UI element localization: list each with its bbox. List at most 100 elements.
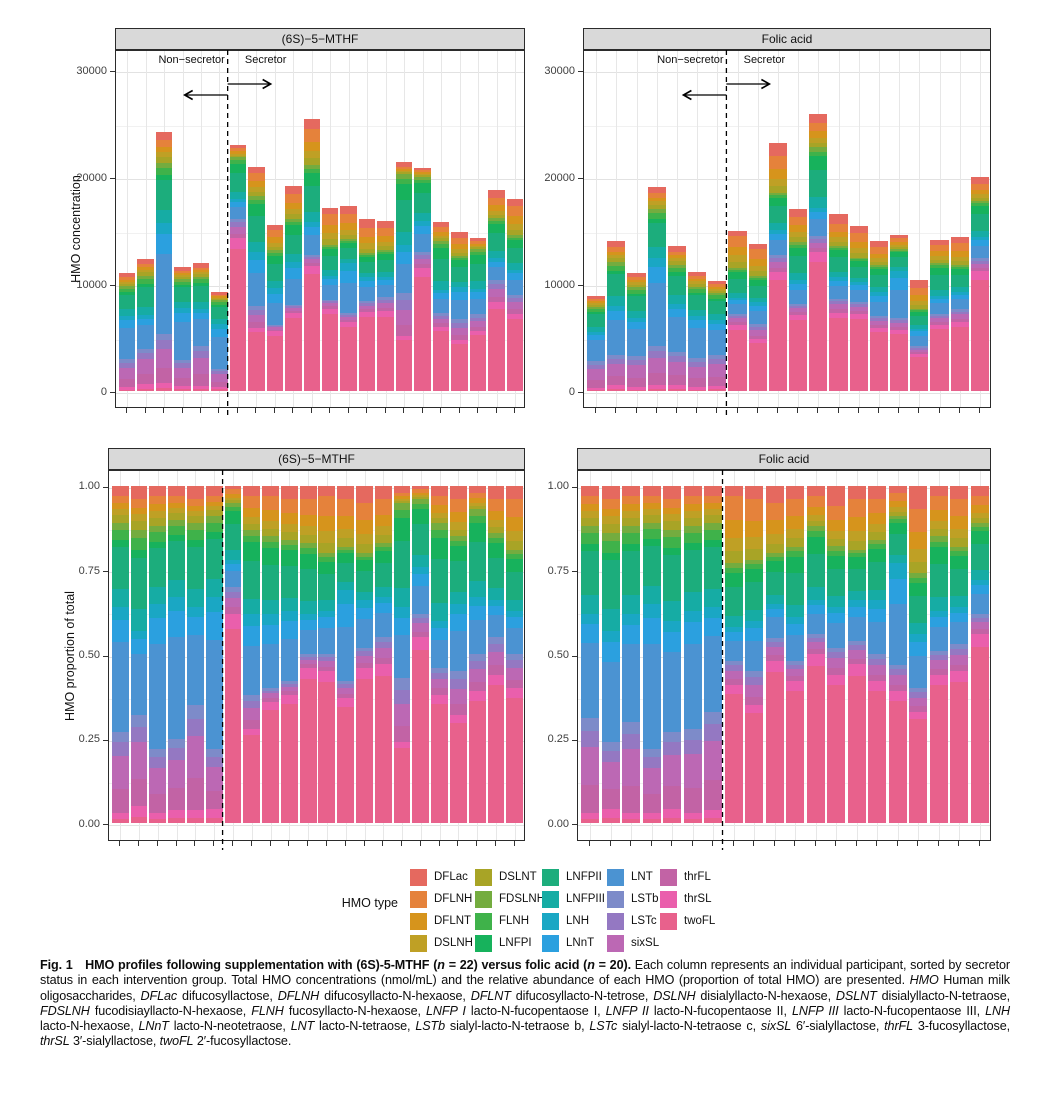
bar-segment-DFLNT: [318, 515, 336, 532]
bar-segment-sixSL: [930, 318, 949, 322]
stacked-bar: [149, 485, 167, 823]
legend-swatch-LNFPI: [475, 935, 492, 952]
bar-segment-DFLac: [468, 485, 486, 493]
bar-segment-LNFPI: [970, 206, 989, 215]
stacked-bar: [950, 485, 969, 823]
bar-segment-DFLac: [909, 485, 928, 510]
bar-segment-sixSL: [663, 755, 682, 787]
minor-gridline: [578, 614, 990, 616]
bar-segment-LNH: [849, 282, 868, 286]
bar-segment-LSTc: [607, 358, 626, 364]
bar-segment-LNFPIII: [581, 594, 600, 614]
bar-segment-LNFPI: [487, 543, 505, 558]
bar-segment-LNH: [888, 563, 907, 579]
caption-text: difucosyllactose,: [177, 988, 278, 1003]
caption-text: sialyl-lacto-N-tetraose b,: [445, 1019, 590, 1034]
bar-segment-DSLNH: [869, 258, 888, 263]
y-axis-title-proportion: HMO proportion of total: [63, 590, 77, 721]
bar-segment-DSLNH: [266, 242, 284, 247]
bar-segment-LNH: [211, 324, 228, 329]
bar-segment-DFLac: [683, 485, 702, 496]
bar-segment-DFLNT: [909, 531, 928, 550]
bar-segment-LNFPII: [449, 561, 467, 592]
bar-segment-LSTc: [647, 351, 666, 358]
bar-segment-sixSL: [868, 665, 887, 675]
bar-segment-thrSL: [601, 809, 620, 819]
bar-segment-LNH: [930, 296, 949, 299]
stacked-bar: [412, 485, 430, 823]
bar-segment-LNFPIII: [431, 603, 448, 621]
bar-segment-thrFL: [137, 373, 154, 385]
bar-segment-twoFL: [868, 691, 887, 823]
bar-segment-LNFPII: [174, 287, 191, 302]
bar-segment-LSTc: [337, 684, 355, 689]
bar-segment-LNT: [642, 644, 661, 749]
bar-segment-sixSL: [149, 768, 167, 794]
bar-segment-DSLNH: [728, 255, 747, 262]
x-axis-tick: [513, 841, 515, 846]
legend-label-DFLac: DFLac: [434, 871, 468, 883]
bar-segment-LNFPII: [431, 559, 448, 604]
bar-segment-DFLNH: [847, 499, 866, 517]
bar-segment-DSLNT: [910, 304, 929, 309]
bar-segment-LNT: [622, 644, 641, 722]
bar-segment-DSLNT: [468, 506, 486, 510]
bar-segment-LNFPII: [970, 544, 989, 570]
bar-segment-DSLNH: [809, 137, 828, 143]
bar-segment-sixSL: [468, 669, 486, 683]
bar-segment-FLNH: [607, 265, 626, 271]
bar-segment-LNFPIII: [970, 569, 989, 581]
bar-segment-thrSL: [622, 812, 641, 820]
x-axis-tick: [144, 408, 146, 413]
caption-text: Human milk oligosaccharides,: [40, 973, 1010, 1003]
bar-segment-DSLNT: [262, 529, 279, 537]
bar-segment-LNFPII: [187, 546, 204, 589]
bar-segment-DFLNT: [708, 286, 727, 289]
bar-segment-twoFL: [622, 819, 641, 823]
bar-segment-twoFL: [431, 703, 448, 824]
bar-segment-DFLNH: [155, 140, 173, 147]
bar-segment-LNnT: [395, 251, 413, 264]
bar-segment-LNnT: [587, 334, 606, 341]
bar-segment-LNFPIII: [683, 592, 702, 611]
bar-segment-LSTb: [374, 637, 392, 643]
stacked-bar: [950, 237, 969, 391]
bar-segment-DSLNH: [211, 297, 228, 299]
bar-segment-DFLNT: [847, 517, 866, 531]
x-axis-tick: [837, 408, 839, 413]
bar-segment-DFLNH: [137, 263, 154, 268]
bar-segment-LNnT: [303, 226, 321, 236]
bar-segment-DSLNH: [488, 210, 505, 215]
bar-segment-sixSL: [829, 304, 848, 310]
bar-segment-twoFL: [789, 319, 808, 391]
stacked-bar: [299, 485, 317, 823]
bar-segment-thrFL: [688, 378, 707, 388]
bar-segment-LSTc: [451, 323, 468, 328]
bar-segment-twoFL: [224, 628, 242, 823]
bar-segment-FLNH: [137, 278, 154, 284]
bar-segment-thrFL: [829, 309, 848, 313]
bar-segment-FLNH: [601, 540, 620, 553]
bar-segment-thrFL: [970, 629, 989, 635]
bar-segment-twoFL: [888, 700, 907, 824]
y-axis-tick: [572, 739, 577, 741]
bar-segment-FLNH: [248, 199, 265, 205]
bar-segment-LSTc: [358, 303, 376, 306]
bar-segment-DFLac: [488, 190, 505, 199]
bar-segment-DFLNH: [451, 238, 468, 245]
vertical-gridline: [219, 51, 221, 407]
bar-segment-thrFL: [581, 784, 600, 813]
x-axis-tick: [384, 408, 386, 413]
bar-segment-thrSL: [667, 385, 686, 389]
bar-segment-LNFPIII: [929, 597, 948, 611]
bar-segment-LNnT: [647, 267, 666, 283]
bar-segment-LNFPII: [432, 258, 450, 281]
bar-segment-DFLNT: [868, 513, 887, 525]
bar-segment-LNH: [607, 305, 626, 311]
bar-segment-thrFL: [708, 376, 727, 387]
bar-segment-LNFPI: [683, 543, 702, 550]
bar-segment-LSTb: [224, 586, 242, 592]
bar-segment-LNFPIII: [280, 597, 298, 611]
bar-segment-DSLNH: [377, 241, 394, 246]
bar-segment-FLNH: [728, 269, 747, 273]
